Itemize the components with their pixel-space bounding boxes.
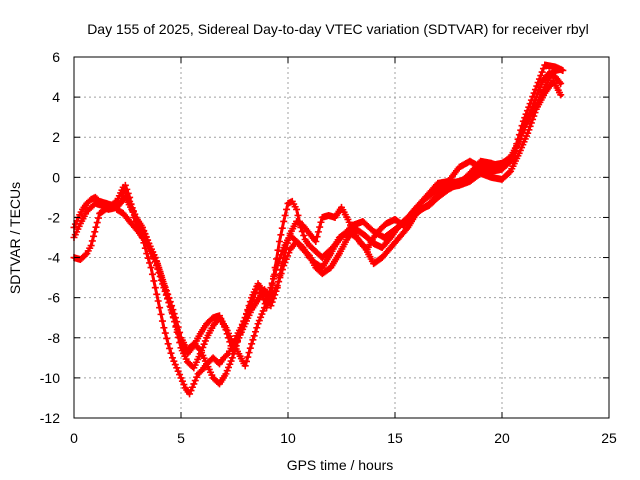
x-axis-label: GPS time / hours [287, 457, 394, 473]
y-tick-label: -2 [48, 209, 61, 225]
y-tick-label: 4 [52, 89, 60, 105]
series-track-4 [113, 61, 567, 358]
y-tick-label: -12 [40, 410, 60, 426]
y-tick-label: -8 [48, 330, 61, 346]
y-tick-label: 6 [52, 49, 60, 65]
series-layer [70, 61, 567, 398]
y-axis-label: SDTVAR / TECUs [7, 182, 23, 294]
series-track-3 [70, 65, 565, 372]
series-markers [113, 61, 567, 358]
x-tick-label: 15 [387, 430, 403, 446]
x-tick-label: 0 [70, 430, 78, 446]
y-tick-label: 0 [52, 169, 60, 185]
plot-frame [73, 56, 610, 419]
y-tick-label: -10 [40, 370, 60, 386]
y-tick-label: -4 [48, 250, 61, 266]
x-tick-label: 5 [177, 430, 185, 446]
chart-title: Day 155 of 2025, Sidereal Day-to-day VTE… [87, 21, 589, 37]
series-line [73, 67, 563, 370]
y-tick-label: -6 [48, 290, 61, 306]
series-markers [70, 65, 565, 372]
x-tick-label: 10 [280, 430, 296, 446]
x-tick-label: 25 [601, 430, 617, 446]
axis-ticks: 0 5 10 15 20 25 -12 -10 -8 -6 -4 -2 0 2 4 6 [40, 49, 617, 446]
y-tick-label: 2 [52, 129, 60, 145]
x-tick-label: 20 [494, 430, 510, 446]
